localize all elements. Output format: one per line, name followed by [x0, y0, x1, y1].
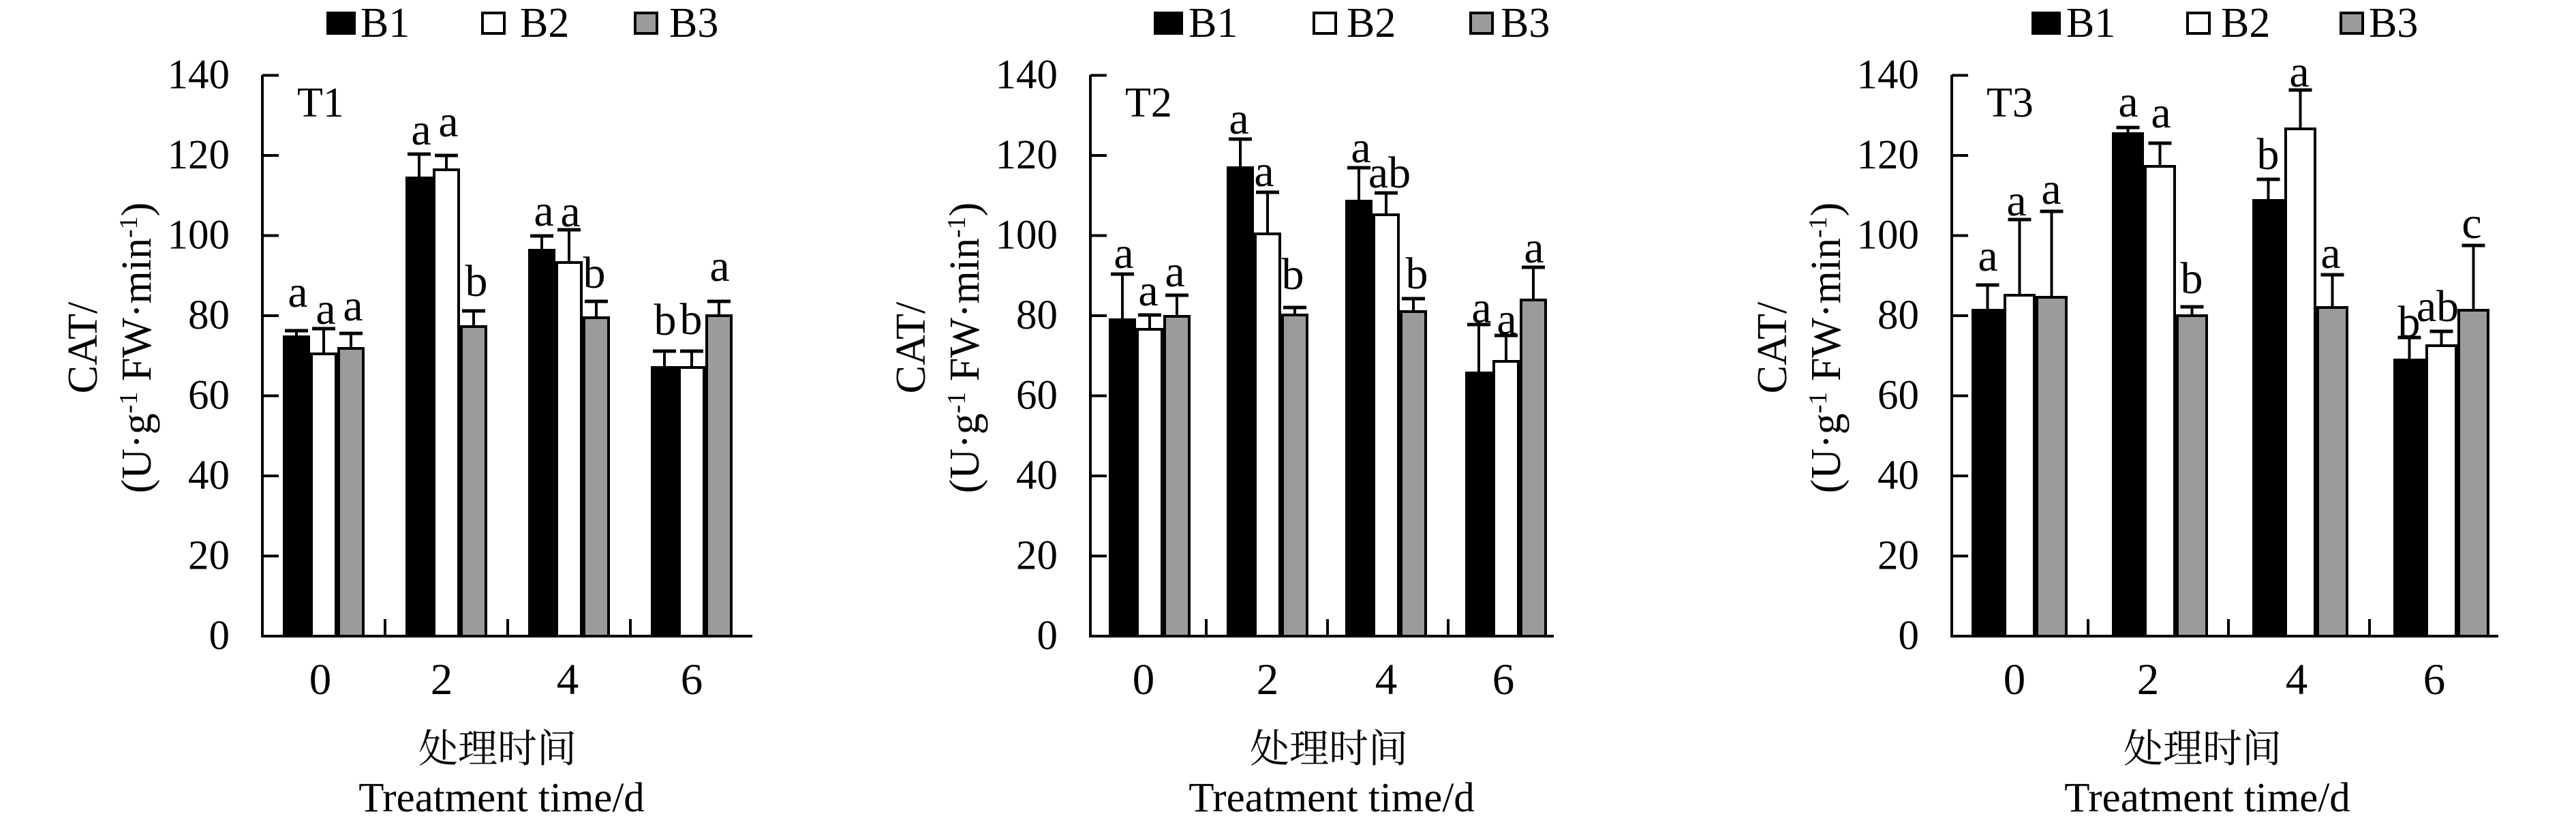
svg-text:40: 40	[1016, 453, 1058, 498]
svg-text:Treatment time/d: Treatment time/d	[1189, 775, 1475, 821]
svg-text:b: b	[583, 248, 606, 298]
svg-text:B3: B3	[1501, 0, 1550, 46]
svg-text:60: 60	[188, 373, 230, 419]
svg-text:a: a	[2118, 77, 2138, 127]
svg-text:0: 0	[1899, 613, 1920, 659]
svg-text:ab: ab	[2417, 282, 2459, 331]
svg-text:0: 0	[1037, 613, 1058, 659]
svg-text:a: a	[288, 267, 307, 317]
svg-text:b: b	[680, 295, 703, 344]
svg-text:2: 2	[2137, 655, 2160, 704]
svg-text:4: 4	[557, 655, 579, 704]
svg-text:a: a	[2151, 88, 2171, 138]
svg-text:6: 6	[2423, 655, 2446, 704]
svg-text:100: 100	[996, 213, 1058, 258]
svg-text:a: a	[1138, 266, 1158, 316]
svg-text:20: 20	[1877, 533, 1919, 579]
svg-text:60: 60	[1877, 373, 1919, 419]
svg-text:4: 4	[1375, 655, 1398, 704]
svg-text:0: 0	[309, 655, 332, 704]
svg-text:T2: T2	[1125, 80, 1172, 126]
svg-text:a: a	[1471, 283, 1491, 333]
svg-text:6: 6	[1492, 655, 1515, 704]
svg-text:b: b	[2181, 254, 2203, 303]
svg-text:a: a	[1497, 295, 1516, 344]
svg-text:a: a	[438, 97, 458, 147]
svg-text:2: 2	[1257, 655, 1279, 704]
svg-text:2: 2	[431, 655, 453, 704]
svg-text:B1: B1	[2066, 0, 2115, 46]
svg-text:a: a	[1351, 123, 1370, 172]
svg-text:a: a	[534, 186, 553, 236]
svg-text:B3: B3	[669, 0, 718, 46]
svg-text:b: b	[2398, 297, 2421, 347]
svg-text:0: 0	[1133, 655, 1155, 704]
svg-text:B1: B1	[1189, 0, 1238, 46]
svg-text:(U·g-1 FW·min-1): (U·g-1 FW·min-1)	[1803, 202, 1850, 494]
svg-text:a: a	[316, 284, 335, 334]
svg-text:B3: B3	[2369, 0, 2418, 46]
svg-text:a: a	[411, 105, 431, 155]
svg-text:a: a	[560, 187, 580, 237]
svg-text:ab: ab	[1368, 148, 1411, 198]
svg-text:a: a	[343, 281, 363, 331]
svg-text:a: a	[2320, 228, 2340, 278]
svg-text:T1: T1	[297, 80, 344, 126]
svg-text:B2: B2	[2221, 0, 2270, 46]
svg-text:(U·g-1 FW·min-1): (U·g-1 FW·min-1)	[942, 202, 988, 494]
svg-text:a: a	[1524, 223, 1544, 273]
svg-text:a: a	[1254, 147, 1274, 196]
svg-text:Treatment time/d: Treatment time/d	[358, 775, 645, 821]
svg-text:b: b	[465, 256, 488, 306]
svg-text:20: 20	[188, 533, 230, 579]
svg-text:80: 80	[1016, 292, 1058, 338]
svg-text:a: a	[2041, 164, 2061, 214]
svg-text:(U·g-1 FW·min-1): (U·g-1 FW·min-1)	[114, 202, 160, 494]
svg-text:a: a	[1114, 228, 1133, 278]
svg-text:80: 80	[188, 292, 230, 338]
svg-text:100: 100	[168, 213, 230, 258]
svg-text:b: b	[1282, 250, 1304, 299]
svg-text:b: b	[1406, 249, 1428, 299]
svg-text:60: 60	[1016, 373, 1058, 419]
svg-text:120: 120	[996, 132, 1058, 178]
svg-text:CAT/: CAT/	[1749, 301, 1796, 393]
svg-text:CAT/: CAT/	[60, 301, 106, 393]
svg-text:0: 0	[209, 613, 230, 659]
svg-text:a: a	[2289, 47, 2309, 97]
svg-text:100: 100	[1857, 213, 1920, 258]
svg-text:40: 40	[1877, 453, 1919, 498]
svg-text:6: 6	[681, 655, 703, 704]
svg-text:0: 0	[2004, 655, 2026, 704]
svg-text:T3: T3	[1987, 80, 2034, 126]
svg-text:4: 4	[2286, 655, 2308, 704]
svg-text:B2: B2	[1347, 0, 1396, 46]
svg-text:140: 140	[1857, 52, 1920, 98]
svg-text:a: a	[1978, 231, 1997, 281]
svg-text:a: a	[709, 241, 729, 291]
svg-text:b: b	[2257, 130, 2280, 179]
svg-text:a: a	[1229, 94, 1248, 144]
svg-text:40: 40	[188, 453, 230, 498]
svg-text:a: a	[2006, 176, 2026, 226]
svg-text:120: 120	[168, 132, 230, 178]
svg-text:B2: B2	[520, 0, 569, 46]
svg-text:140: 140	[996, 52, 1058, 98]
svg-text:120: 120	[1857, 132, 1920, 178]
svg-text:a: a	[1165, 247, 1184, 297]
svg-text:80: 80	[1877, 292, 1919, 338]
svg-text:Treatment time/d: Treatment time/d	[2064, 775, 2350, 821]
svg-text:c: c	[2462, 198, 2481, 248]
svg-text:20: 20	[1016, 533, 1058, 579]
svg-text:B1: B1	[361, 0, 410, 46]
svg-text:b: b	[654, 295, 677, 345]
svg-text:140: 140	[168, 52, 230, 98]
svg-text:CAT/: CAT/	[888, 301, 934, 393]
